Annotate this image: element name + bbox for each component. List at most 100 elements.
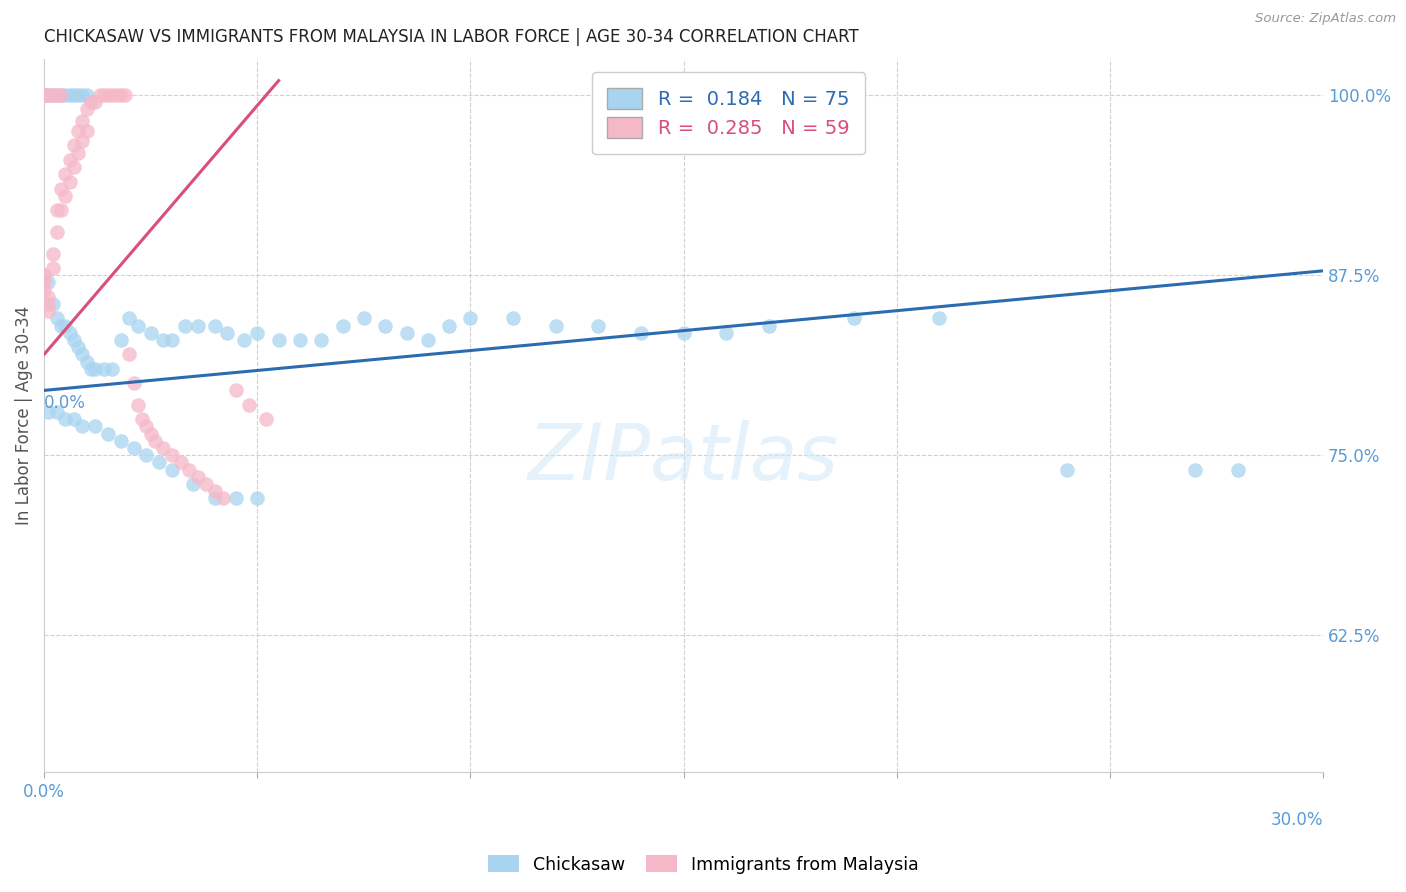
Point xyxy=(37,276,59,290)
Point xyxy=(152,441,174,455)
Point xyxy=(143,434,166,448)
Point xyxy=(51,88,73,103)
Y-axis label: In Labor Force | Age 30-34: In Labor Force | Age 30-34 xyxy=(15,306,32,525)
Point xyxy=(45,405,67,419)
Point xyxy=(41,88,63,103)
Point xyxy=(204,318,226,333)
Point xyxy=(160,333,183,347)
Point xyxy=(97,426,120,441)
Point xyxy=(437,318,460,333)
Point xyxy=(332,318,354,333)
Point xyxy=(122,376,145,391)
Point xyxy=(135,419,157,434)
Point xyxy=(127,318,149,333)
Point xyxy=(152,333,174,347)
Point xyxy=(84,361,107,376)
Point xyxy=(588,318,610,333)
Point xyxy=(45,203,67,218)
Point xyxy=(416,333,439,347)
Point xyxy=(32,88,55,103)
Point xyxy=(41,246,63,260)
Point xyxy=(288,333,311,347)
Point xyxy=(80,361,103,376)
Point xyxy=(118,347,141,361)
Point xyxy=(37,88,59,103)
Point xyxy=(177,462,200,476)
Point xyxy=(460,311,482,326)
Point xyxy=(63,138,86,153)
Point xyxy=(59,326,82,340)
Point xyxy=(63,160,86,174)
Point xyxy=(72,134,94,148)
Point xyxy=(76,88,98,103)
Point xyxy=(55,189,77,203)
Point xyxy=(309,333,332,347)
Point xyxy=(169,455,191,469)
Point xyxy=(32,268,55,282)
Point xyxy=(254,412,277,426)
Point xyxy=(51,318,73,333)
Point xyxy=(183,477,205,491)
Point xyxy=(37,297,59,311)
Point xyxy=(63,412,86,426)
Point xyxy=(267,333,290,347)
Point xyxy=(76,103,98,117)
Point xyxy=(127,398,149,412)
Point xyxy=(114,88,136,103)
Point xyxy=(80,95,103,110)
Point xyxy=(72,114,94,128)
Point xyxy=(928,311,950,326)
Point xyxy=(51,203,73,218)
Point xyxy=(544,318,567,333)
Point xyxy=(51,88,73,103)
Point xyxy=(32,276,55,290)
Point xyxy=(139,326,162,340)
Point xyxy=(630,326,652,340)
Point xyxy=(32,88,55,103)
Point xyxy=(32,283,55,297)
Point xyxy=(63,333,86,347)
Point xyxy=(59,88,82,103)
Point xyxy=(41,297,63,311)
Point xyxy=(72,419,94,434)
Point xyxy=(395,326,418,340)
Point xyxy=(59,174,82,188)
Point xyxy=(55,412,77,426)
Text: ZIPatlas: ZIPatlas xyxy=(529,420,839,496)
Point xyxy=(139,426,162,441)
Point xyxy=(55,318,77,333)
Point xyxy=(76,124,98,138)
Point xyxy=(37,88,59,103)
Point xyxy=(84,95,107,110)
Point xyxy=(716,326,738,340)
Point xyxy=(160,448,183,462)
Point xyxy=(225,491,247,506)
Point xyxy=(148,455,170,469)
Point xyxy=(72,347,94,361)
Point xyxy=(225,384,247,398)
Point xyxy=(173,318,195,333)
Point xyxy=(37,405,59,419)
Text: CHICKASAW VS IMMIGRANTS FROM MALAYSIA IN LABOR FORCE | AGE 30-34 CORRELATION CHA: CHICKASAW VS IMMIGRANTS FROM MALAYSIA IN… xyxy=(44,29,859,46)
Point xyxy=(1056,462,1078,476)
Legend: Chickasaw, Immigrants from Malaysia: Chickasaw, Immigrants from Malaysia xyxy=(481,848,925,880)
Point xyxy=(93,361,115,376)
Point xyxy=(67,340,90,354)
Point xyxy=(51,182,73,196)
Point xyxy=(45,311,67,326)
Point xyxy=(187,470,209,484)
Point xyxy=(187,318,209,333)
Point xyxy=(101,88,124,103)
Point xyxy=(45,225,67,239)
Point xyxy=(45,88,67,103)
Point xyxy=(118,311,141,326)
Point xyxy=(72,88,94,103)
Point xyxy=(212,491,235,506)
Point xyxy=(217,326,239,340)
Point xyxy=(89,88,111,103)
Point xyxy=(122,441,145,455)
Text: 30.0%: 30.0% xyxy=(1271,812,1323,830)
Point xyxy=(844,311,866,326)
Point xyxy=(67,145,90,160)
Point xyxy=(32,268,55,282)
